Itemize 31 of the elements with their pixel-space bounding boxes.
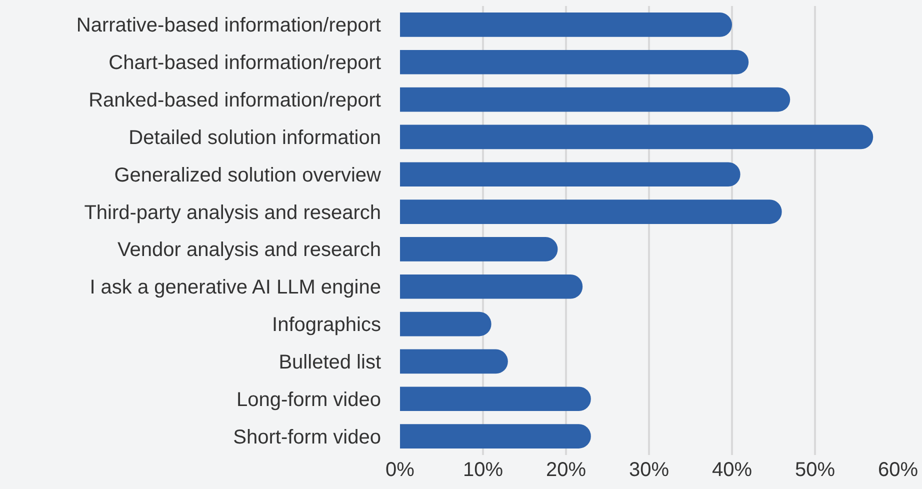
y-tick-label: Chart-based information/report (108, 52, 382, 74)
bar (400, 312, 492, 336)
bar (400, 274, 583, 299)
y-tick-label: Short-form video (233, 426, 381, 448)
y-tick-label: Third-party analysis and research (84, 202, 381, 224)
x-tick-label: 30% (628, 459, 670, 481)
y-tick-label: I ask a generative AI LLM engine (90, 276, 381, 299)
bar (400, 162, 740, 187)
bar (400, 386, 591, 412)
y-tick-label: Generalized solution overview (114, 164, 382, 186)
x-tick-label: 60% (878, 459, 918, 481)
y-tick-label: Ranked-based information/report (88, 90, 382, 112)
x-tick-label: 50% (794, 459, 836, 481)
bar (400, 87, 790, 112)
bar (400, 200, 782, 224)
bar (400, 12, 732, 37)
y-tick-label: Detailed solution information (128, 126, 381, 149)
x-tick-label: 10% (462, 459, 504, 481)
bar (400, 124, 874, 150)
y-tick-label: Narrative-based information/report (76, 14, 382, 37)
y-tick-label: Infographics (272, 314, 381, 336)
y-tick-label: Long-form video (236, 388, 381, 411)
x-tick-label: 0% (386, 459, 415, 481)
bar (400, 237, 558, 262)
bar (400, 349, 508, 374)
x-tick-label: 20% (546, 459, 586, 481)
bar (400, 50, 749, 74)
x-tick-label: 40% (712, 459, 752, 481)
y-tick-label: Vendor analysis and research (118, 239, 381, 262)
y-tick-label: Bulleted list (278, 351, 382, 374)
bar (400, 424, 591, 448)
